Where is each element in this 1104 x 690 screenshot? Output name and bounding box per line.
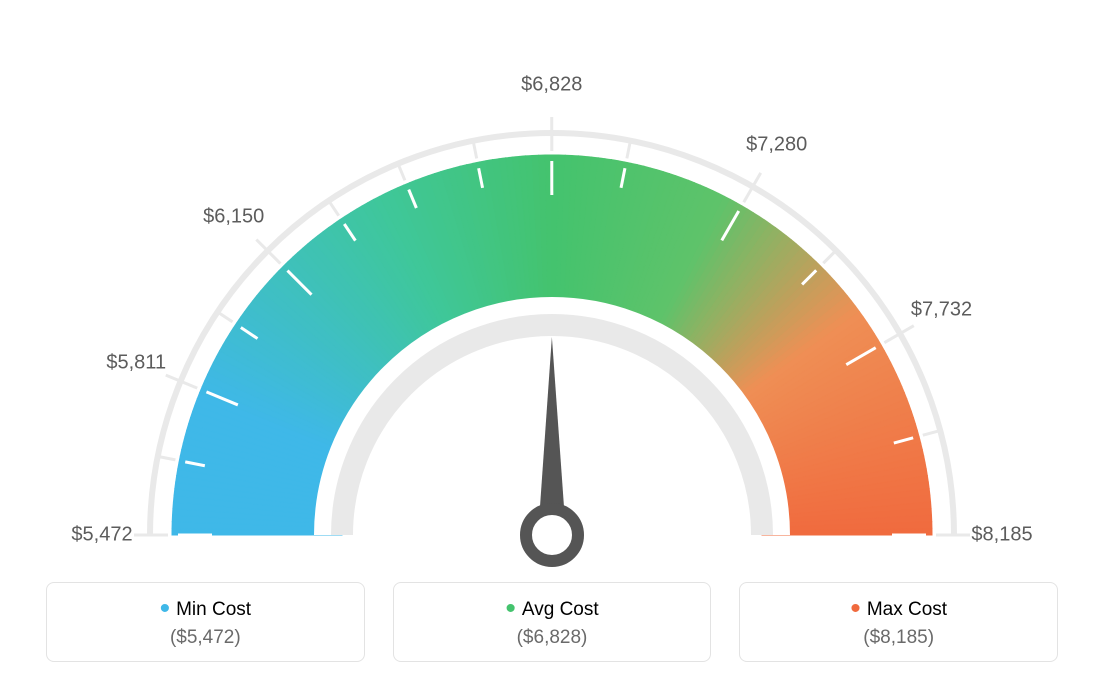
gauge-tick-label: $5,472 (71, 524, 132, 547)
legend-max-label: Max Cost (867, 599, 947, 620)
legend-row: •Min Cost ($5,472) •Avg Cost ($6,828) •M… (46, 582, 1058, 662)
gauge-tick-label: $6,150 (203, 205, 264, 228)
gauge-tick-label: $7,280 (746, 134, 807, 157)
gauge-tick-label: $6,828 (521, 74, 582, 97)
gauge-tick-label: $5,811 (106, 351, 166, 374)
dot-icon: • (160, 592, 171, 625)
cost-gauge: $5,472 $5,811 $6,150 $6,828 $7,280 $7,732 $8,1… (0, 0, 1104, 570)
legend-max-title: •Max Cost (740, 599, 1057, 621)
legend-avg-title: •Avg Cost (394, 599, 711, 621)
legend-card-avg: •Avg Cost ($6,828) (393, 582, 712, 662)
legend-max-value: ($8,185) (740, 627, 1057, 649)
legend-card-min: •Min Cost ($5,472) (46, 582, 365, 662)
legend-card-max: •Max Cost ($8,185) (739, 582, 1058, 662)
dot-icon: • (505, 592, 516, 625)
legend-min-value: ($5,472) (47, 627, 364, 649)
legend-min-title: •Min Cost (47, 599, 364, 621)
legend-avg-value: ($6,828) (394, 627, 711, 649)
dot-icon: • (850, 592, 861, 625)
legend-avg-label: Avg Cost (522, 599, 599, 620)
gauge-tick-label: $8,185 (971, 524, 1032, 547)
gauge-tick-label: $7,732 (911, 298, 972, 321)
legend-min-label: Min Cost (176, 599, 251, 620)
